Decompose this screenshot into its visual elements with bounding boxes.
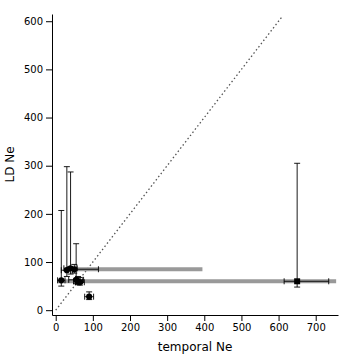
x-error-bar: [58, 277, 65, 283]
x-tick-label: 300: [158, 322, 177, 333]
hline: [67, 267, 203, 271]
y-tick-label: 400: [24, 112, 43, 123]
y-tick: 0: [37, 305, 52, 316]
x-tick-mark: [56, 315, 57, 321]
x-tick: 600: [270, 315, 289, 333]
x-tick-label: 500: [232, 322, 251, 333]
x-tick-label: 600: [270, 322, 289, 333]
x-tick-label: 400: [195, 322, 214, 333]
y-tick-label: 600: [24, 16, 43, 27]
y-tick-mark: [46, 310, 52, 311]
point: [58, 277, 64, 283]
chart: 0 100 200 300 400 500 600 700 0 100 200 300 400 500 60…: [0, 0, 352, 359]
x-tick-label: 0: [53, 322, 59, 333]
y-error-bar: [294, 163, 300, 287]
y-error-bar: [86, 292, 92, 300]
x-tick-label: 200: [121, 322, 140, 333]
y-tick-mark: [46, 21, 52, 22]
y-tick: 200: [24, 209, 52, 220]
y-tick: 100: [24, 257, 52, 268]
y-tick: 400: [24, 112, 52, 123]
x-tick-mark: [279, 315, 280, 321]
y-tick-label: 100: [24, 257, 43, 268]
y-tick-mark: [46, 166, 52, 167]
y-axis: 0 100 200 300 400 500 600: [24, 15, 53, 316]
y-axis-title: LD Ne: [3, 146, 17, 182]
x-axis-line: [53, 315, 339, 316]
diagonal-line: [56, 16, 283, 310]
point: [86, 294, 92, 300]
point: [77, 279, 83, 285]
y-tick: 300: [24, 160, 52, 171]
x-tick: 300: [158, 315, 177, 333]
y-error-bar: [58, 210, 64, 286]
x-tick: 400: [195, 315, 214, 333]
x-tick-label: 100: [84, 322, 103, 333]
y-axis-line: [52, 15, 53, 316]
y-tick: 500: [24, 64, 52, 75]
x-tick-label: 700: [307, 322, 326, 333]
x-tick: 500: [232, 315, 251, 333]
y-tick-label: 300: [24, 160, 43, 171]
plot-area: [56, 16, 336, 310]
y-error-bar: [68, 172, 74, 274]
x-tick-mark: [316, 315, 317, 321]
hline: [58, 279, 337, 283]
x-axis: 0 100 200 300 400 500 600 700: [53, 315, 339, 333]
y-tick-label: 200: [24, 209, 43, 220]
y-tick-mark: [46, 69, 52, 70]
x-error-bar: [85, 294, 94, 300]
y-tick-label: 0: [37, 305, 43, 316]
x-error-bar: [68, 266, 99, 272]
x-tick: 700: [307, 315, 326, 333]
x-tick-mark: [241, 315, 242, 321]
x-tick: 0: [53, 315, 59, 333]
x-tick: 200: [121, 315, 140, 333]
y-error-bar: [64, 167, 70, 277]
x-tick-mark: [167, 315, 168, 321]
x-error-bar: [284, 278, 329, 284]
y-tick: 600: [24, 16, 52, 27]
y-tick-label: 500: [24, 64, 43, 75]
x-tick: 100: [84, 315, 103, 333]
x-error-bar: [75, 279, 84, 285]
x-tick-mark: [130, 315, 131, 321]
y-tick-mark: [46, 214, 52, 215]
x-axis-title: temporal Ne: [158, 340, 233, 354]
y-tick-mark: [46, 118, 52, 119]
point: [294, 278, 300, 284]
x-tick-mark: [93, 315, 94, 321]
y-tick-mark: [46, 262, 52, 263]
y-error-bar: [77, 277, 83, 285]
x-tick-mark: [204, 315, 205, 321]
